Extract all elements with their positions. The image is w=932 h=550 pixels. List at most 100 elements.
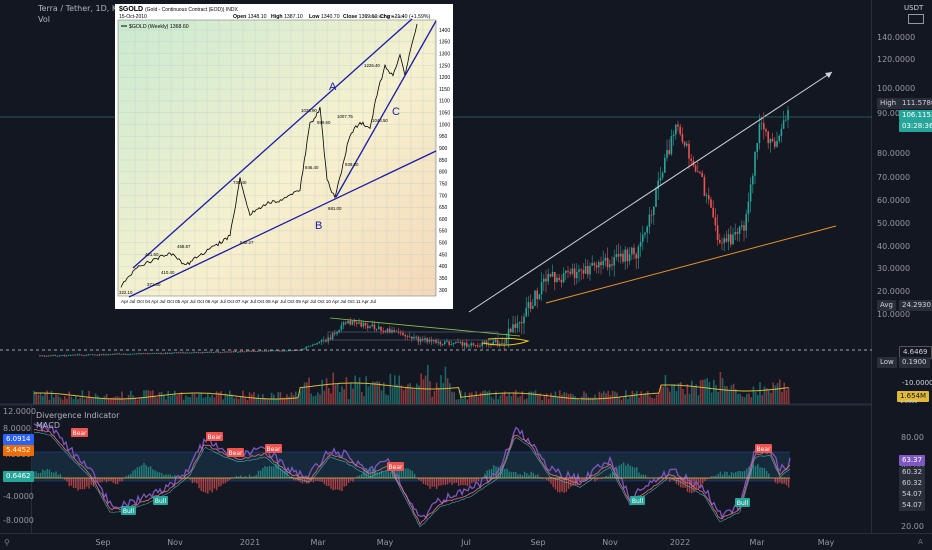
candle-body [232,351,235,352]
volume-bar [193,393,196,404]
channel-line-c[interactable] [335,20,437,198]
volume-bar [81,390,84,404]
candle-body [604,257,607,261]
macd-bar [664,478,667,480]
volume-bar [713,379,715,404]
upper-trendline[interactable] [468,71,833,313]
price-axis-label: 140.0000 [877,33,915,42]
macd-bar [534,475,537,478]
candle-body [215,351,217,353]
candle-body [732,234,734,245]
volume-bar [691,380,693,404]
macd-bar [528,474,530,478]
range-box[interactable] [327,331,499,341]
candle-body [347,320,349,324]
volume-bar [218,392,220,404]
candle-body [217,351,219,353]
channel-line-b[interactable] [128,150,437,298]
candle-body [459,341,461,343]
candle-body [389,328,391,333]
candle-body [367,325,369,328]
volume-bar [169,395,172,404]
volume-bar [64,396,66,404]
volume-bar [596,399,598,404]
macd-bar [561,478,563,492]
candle-body [105,354,107,356]
auto-scale-button[interactable]: A [918,538,923,546]
candle-body [611,264,613,266]
volume-bar [132,395,134,404]
lower-trendline[interactable] [545,225,837,304]
macd-bar [48,469,51,478]
macd-label[interactable]: MACD [36,421,60,430]
candle-body [499,343,501,345]
candle-body [466,342,468,347]
macd-bar [596,478,598,480]
candle-body [655,188,657,207]
macd-bar [372,468,374,478]
macd-bar [433,478,436,487]
candle-body [424,338,426,340]
candle-body [573,268,576,279]
inset-y-label: 900 [439,146,448,152]
macd-bar [618,465,620,478]
candle-body [263,350,266,352]
time-axis[interactable]: Sep Nov 2021 Mar May Jul Sep Nov 2022 Mar May [95,538,834,547]
candle-body [743,225,745,231]
macd-bar [552,478,554,488]
candle-body [503,343,505,345]
macd-bar [695,478,697,491]
volume-bar [229,390,231,404]
macd-bar [350,478,352,481]
macd-bar [163,474,165,478]
candle-body [716,225,719,241]
candle-body [65,355,68,357]
candle-body [298,349,301,351]
inset-y-label: 950 [439,134,448,140]
channel-line-a[interactable] [132,18,413,269]
price-axis[interactable]: 140.0000 120.0000 100.0000 90.0000 80.0000 70… [877,33,915,319]
gold-inset-chart[interactable]: $GOLD (Gold - Continuous Contract (EOD))… [115,4,453,309]
candle-body [580,269,582,271]
volume-bar [424,375,427,404]
candle-body [686,143,688,146]
volume-bar [334,384,337,404]
volume-bar [158,392,161,404]
volume-bar [138,398,141,404]
indicator-title[interactable]: Divergence Indicator [36,411,120,420]
volume-legend[interactable]: Vol [38,15,50,24]
candle-body [650,214,653,216]
volume-axis-tick: -10.0000 [902,379,932,387]
symbol-title[interactable]: Terra / Tether, 1D, KUCOIN [38,4,143,13]
volume-bar [66,398,68,404]
currency-label[interactable]: USDT [904,4,924,12]
svg-text:High 1387.10: High 1387.10 [271,14,303,20]
candle-body [281,350,283,352]
candle-body [204,352,206,353]
volume-bar [325,378,328,404]
accumulation-trendline[interactable] [329,317,521,337]
timezone-icon[interactable]: ⚲ [4,538,10,547]
macd-bar [77,478,79,491]
volume-bar [213,397,216,404]
volume-bar [409,383,411,404]
bull-tag: Bull [123,508,135,515]
screenshot-icon[interactable] [908,14,924,24]
volume-bar [607,390,609,404]
candle-body [70,355,72,356]
volume-bar [598,391,601,404]
highlight-curve[interactable] [481,337,530,346]
candle-body [272,350,274,352]
volume-bar [539,393,541,404]
macd-bar [198,478,200,489]
price-axis-label: 100.0000 [877,84,915,93]
candle-body [525,307,527,317]
macd-bar [677,478,680,486]
volume-bar [288,396,290,404]
macd-bar [130,473,132,478]
macd-bar [530,471,532,478]
inset-price-annotation: 1044.50 [372,118,388,123]
volume-bar [341,386,343,404]
candle-body [536,290,538,300]
